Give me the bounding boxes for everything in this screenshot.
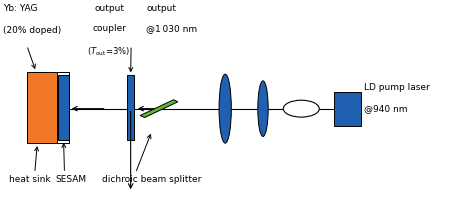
Ellipse shape	[219, 74, 231, 143]
Text: output: output	[94, 4, 124, 13]
Ellipse shape	[258, 81, 268, 136]
Text: @940 nm: @940 nm	[364, 104, 407, 113]
Text: output: output	[146, 4, 176, 13]
Bar	[128, 75, 134, 140]
Text: Yb: YAG: Yb: YAG	[3, 4, 37, 13]
Text: ($T_{\rm out}$=3%): ($T_{\rm out}$=3%)	[87, 45, 130, 58]
Text: coupler: coupler	[92, 24, 127, 33]
Bar	[27, 72, 57, 143]
Text: (20% doped): (20% doped)	[3, 26, 61, 35]
Text: SESAM: SESAM	[55, 175, 86, 184]
Bar	[27, 72, 69, 143]
Bar	[58, 75, 69, 140]
Circle shape	[283, 100, 319, 117]
Polygon shape	[140, 100, 178, 118]
Text: heat sink: heat sink	[9, 175, 51, 184]
Text: @1 030 nm: @1 030 nm	[146, 24, 197, 33]
Text: dichroic beam splitter: dichroic beam splitter	[102, 175, 201, 184]
Bar	[334, 92, 361, 127]
Text: LD pump laser: LD pump laser	[364, 83, 429, 92]
